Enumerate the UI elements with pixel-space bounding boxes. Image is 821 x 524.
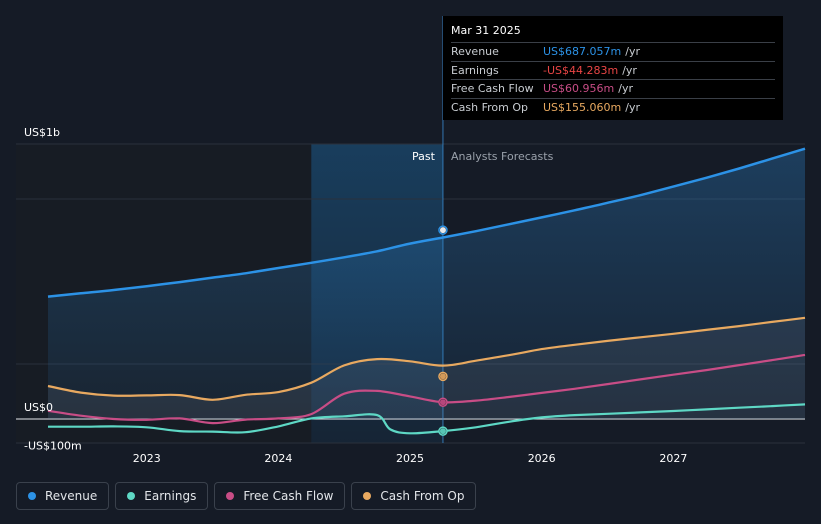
tooltip-unit: /yr — [625, 100, 640, 114]
legend-label: Revenue — [45, 489, 98, 503]
free-cash-flow-line — [47, 353, 806, 425]
forecast-label: Analysts Forecasts — [451, 150, 554, 163]
tooltip-value: US$60.956m — [543, 82, 615, 96]
earnings-marker-dot — [439, 428, 446, 435]
earnings-line — [48, 403, 806, 435]
legend-label: Cash From Op — [380, 489, 465, 503]
free-cash-flow-marker-dot — [439, 399, 446, 406]
legend-item-free-cash-flow[interactable]: Free Cash Flow — [214, 482, 346, 510]
tooltip-unit: /yr — [618, 82, 633, 96]
revenue-line — [47, 147, 806, 298]
x-tick-label: 2027 — [659, 452, 687, 465]
chart-legend: Revenue Earnings Free Cash Flow Cash Fro… — [16, 482, 477, 512]
hover-tooltip: Mar 31 2025 Revenue US$687.057m /yr Earn… — [443, 16, 783, 120]
tooltip-row-revenue: Revenue US$687.057m /yr — [451, 42, 775, 61]
x-tick-label: 2026 — [528, 452, 556, 465]
legend-label: Earnings — [144, 489, 197, 503]
y-axis-label: -US$100m — [24, 440, 82, 453]
past-label: Past — [412, 150, 436, 163]
tooltip-label: Free Cash Flow — [451, 82, 534, 96]
tooltip-label: Earnings — [451, 63, 499, 77]
cash-from-op-marker-dot — [439, 373, 446, 380]
tooltip-value: US$687.057m — [543, 45, 622, 59]
tooltip-value: -US$44.283m — [543, 63, 619, 77]
axis-labels: US$1b US$0 -US$100m 2023 2024 2025 2026 2027 Pas… — [24, 126, 687, 465]
series-areas — [48, 148, 805, 419]
x-tick-label: 2024 — [264, 452, 292, 465]
tooltip-value: US$155.060m — [543, 100, 622, 114]
y-axis-label: US$0 — [24, 401, 53, 414]
tooltip-label: Cash From Op — [451, 100, 529, 114]
tooltip-date: Mar 31 2025 — [451, 24, 521, 37]
tooltip-label: Revenue — [451, 45, 499, 59]
legend-label: Free Cash Flow — [243, 489, 334, 503]
series-lines — [47, 147, 806, 435]
x-tick-label: 2025 — [396, 452, 424, 465]
legend-dot-icon — [226, 492, 235, 500]
revenue-area — [48, 148, 805, 419]
revenue-marker-dot — [439, 227, 446, 234]
x-tick-label: 2023 — [133, 452, 161, 465]
legend-dot-icon — [363, 492, 372, 500]
tooltip-row-free-cash-flow: Free Cash Flow US$60.956m /yr — [451, 79, 775, 98]
tooltip-unit: /yr — [625, 45, 640, 59]
cash-from-op-area — [48, 317, 805, 419]
legend-dot-icon — [127, 492, 136, 500]
y-axis-label: US$1b — [24, 126, 60, 139]
tooltip-row-earnings: Earnings -US$44.283m /yr — [451, 60, 775, 80]
tooltip-row-cash-from-op: Cash From Op US$155.060m /yr — [451, 97, 775, 117]
legend-dot-icon — [28, 492, 36, 500]
legend-item-earnings[interactable]: Earnings — [115, 482, 209, 510]
cash-from-op-line — [47, 316, 806, 401]
series-markers — [438, 225, 448, 436]
legend-item-cash-from-op[interactable]: Cash From Op — [351, 482, 477, 510]
legend-item-revenue[interactable]: Revenue — [16, 482, 110, 510]
tooltip-unit: /yr — [622, 63, 637, 77]
